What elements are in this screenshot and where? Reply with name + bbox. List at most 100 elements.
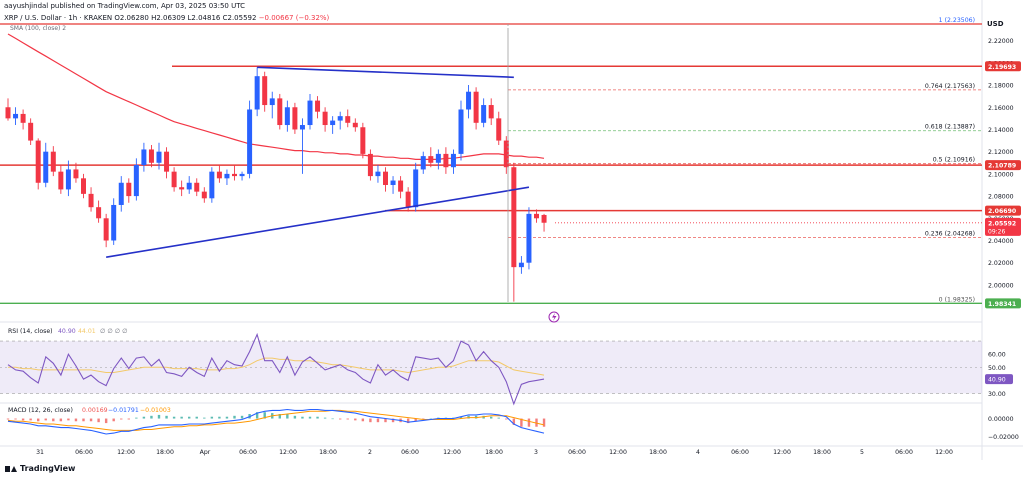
currency-label[interactable]: USD — [987, 20, 1004, 28]
fib-level-label: 0.764 (2.17563) — [925, 83, 975, 90]
ohlc-high: H2.06309 — [151, 14, 186, 22]
candle-body — [262, 76, 268, 106]
price-tick-label: 2.00000 — [988, 282, 1014, 289]
candle-body — [126, 182, 132, 197]
rsi-tick-label: 60.00 — [988, 352, 1006, 359]
macd-tick-label: −0.02000 — [988, 434, 1019, 441]
time-tick-label: 12:00 — [443, 449, 461, 456]
candle-body — [133, 165, 139, 197]
candle-body — [390, 180, 396, 185]
candle-body — [20, 113, 26, 123]
price-tick-label: 2.18000 — [988, 83, 1014, 90]
time-tick-label: 12:00 — [773, 449, 791, 456]
price-tick-label: 2.04000 — [988, 238, 1014, 245]
rsi-signal-line — [8, 357, 545, 376]
price-tick-label: 2.16000 — [988, 105, 1014, 112]
macd-histogram-bar — [263, 412, 266, 419]
time-tick-label: 18:00 — [485, 449, 503, 456]
rsi-tick-label: 50.00 — [988, 365, 1006, 372]
candle-body — [428, 156, 434, 163]
candle-body — [541, 214, 547, 223]
candle-body — [216, 171, 222, 179]
candle-body — [201, 191, 207, 199]
candle-body — [58, 171, 64, 190]
publisher-line: aayushjindal published on TradingView.co… — [4, 2, 245, 10]
candle-body — [473, 91, 479, 123]
candle-body — [111, 204, 117, 241]
branding-text: TradingView — [20, 464, 76, 473]
rsi-null-values: ∅ ∅ ∅ ∅ — [100, 328, 127, 335]
macd-histogram-bar — [376, 418, 380, 423]
level-tag-label: 2.19693 — [988, 64, 1016, 71]
macd-histogram-bar — [172, 416, 176, 419]
candle-body — [209, 171, 215, 199]
macd-histogram-bar — [255, 412, 259, 419]
candle-body — [277, 98, 283, 126]
current-price-label: 2.05592 — [988, 220, 1016, 227]
fib-level-label: 0.618 (2.13887) — [925, 124, 975, 131]
candle-body — [443, 153, 449, 168]
macd-histogram-bar — [346, 418, 349, 420]
candle-body — [337, 116, 343, 121]
candle-body — [186, 182, 192, 190]
candle-body — [503, 140, 509, 168]
candle-body — [247, 109, 253, 174]
candle-body — [450, 153, 456, 168]
candle-body — [526, 213, 532, 263]
macd-histogram-bar — [459, 416, 463, 419]
ohlc-close: C2.05592 — [222, 14, 257, 22]
macd-histogram-bar — [429, 418, 432, 420]
macd-histogram-bar — [89, 418, 93, 422]
macd-histogram-bar — [278, 414, 281, 419]
time-tick-label: Apr — [200, 449, 211, 456]
price-tick-label: 2.02000 — [988, 260, 1014, 267]
macd-histogram-bar — [188, 416, 191, 419]
price-tick-label: 2.22000 — [988, 38, 1014, 45]
macd-histogram-bar — [384, 418, 387, 423]
candle-body — [239, 173, 245, 177]
macd-histogram-bar — [361, 418, 365, 422]
ohlc-change: −0.00667 (−0.32%) — [258, 14, 330, 22]
candle-body — [315, 100, 321, 112]
macd-histogram-bar — [308, 416, 312, 419]
candle-body — [28, 122, 34, 141]
macd-histogram-bar — [542, 418, 546, 427]
time-tick-label: 4 — [696, 449, 700, 456]
time-tick-label: 06:00 — [75, 449, 93, 456]
macd-histogram-bar — [165, 415, 168, 419]
fib-level-label: 1 (2.23506) — [939, 17, 975, 24]
macd-histogram-bar — [293, 415, 297, 419]
candle-body — [269, 98, 275, 106]
time-tick-label: 3 — [534, 449, 538, 456]
candle-body — [352, 122, 358, 128]
candle-body — [466, 91, 472, 110]
macd-value: −0.01791 — [108, 407, 139, 414]
price-tick-label: 2.12000 — [988, 149, 1014, 156]
symbol-line: XRP / U.S. Dollar · 1h · KRAKEN O2.06280… — [4, 14, 329, 22]
candle-body — [224, 173, 230, 179]
candle-body — [496, 118, 502, 141]
macd-histogram-bar — [240, 415, 244, 419]
rsi-title: RSI (14, close) — [8, 328, 53, 335]
macd-histogram-bar — [21, 418, 25, 421]
candle-body — [413, 169, 419, 208]
candle-body — [398, 180, 404, 192]
candle-body — [73, 169, 79, 179]
candle-body — [330, 120, 336, 126]
ohlc-open: O2.06280 — [114, 14, 149, 22]
candle-body — [232, 173, 237, 177]
macd-histogram-bar — [104, 418, 108, 424]
sma-legend: SMA (100, close) 2 — [10, 25, 67, 32]
rsi-tick-label: 30.00 — [988, 391, 1006, 398]
macd-histogram-bar — [225, 416, 229, 419]
macd-histogram-bar — [180, 416, 183, 419]
macd-histogram-bar — [233, 415, 236, 419]
ohlc-low: L2.04816 — [187, 14, 221, 22]
macd-signal-line — [7, 409, 545, 431]
macd-histogram-bar — [157, 414, 161, 419]
candle-body — [345, 116, 351, 123]
macd-histogram-bar — [414, 418, 417, 422]
macd-histogram-bar — [520, 418, 523, 427]
macd-histogram-bar — [82, 418, 85, 422]
